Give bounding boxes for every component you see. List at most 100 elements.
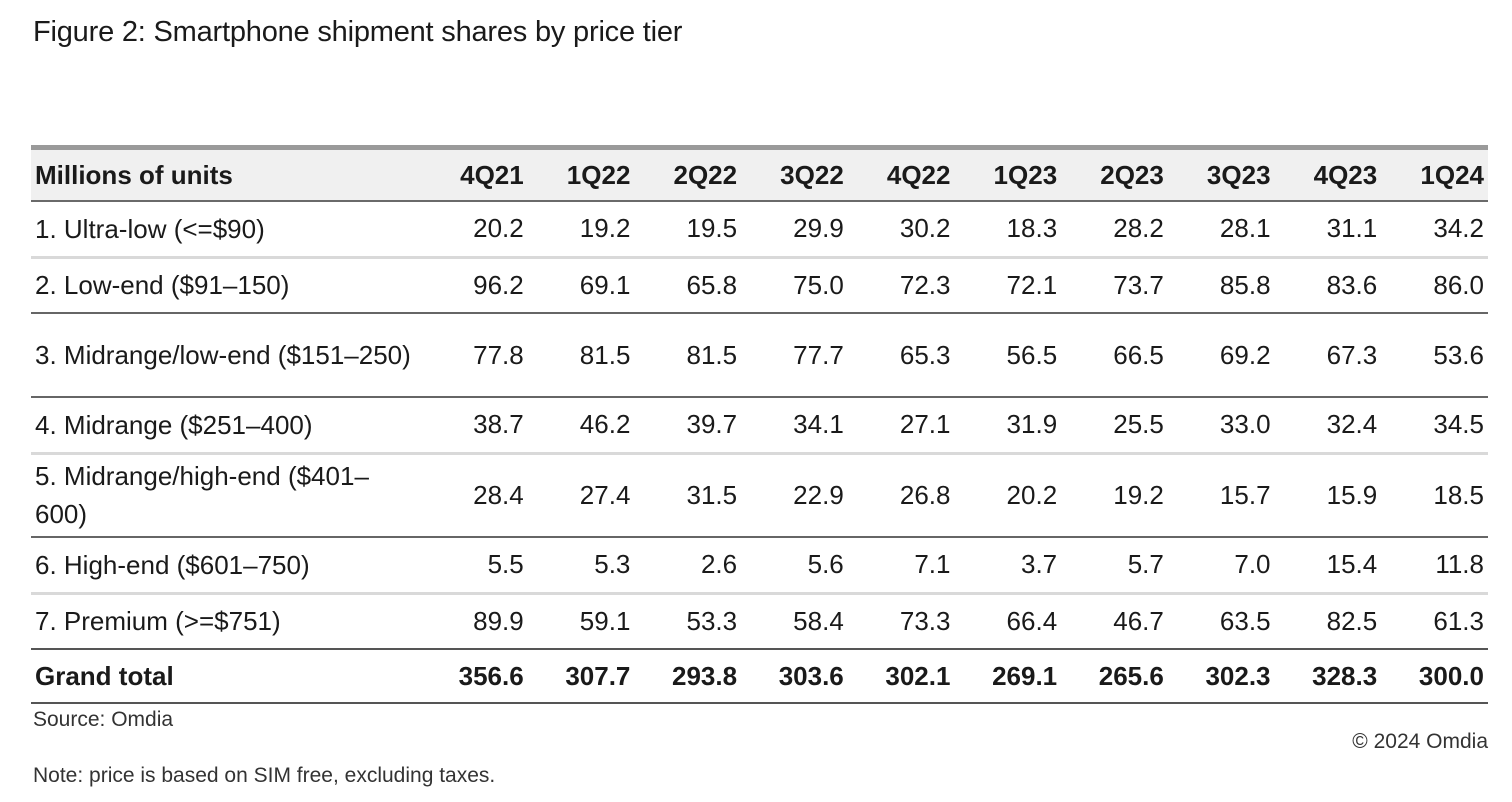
total-cell: 307.7 bbox=[565, 660, 631, 691]
total-cell: 293.8 bbox=[672, 660, 738, 691]
table-cell: 66.5 bbox=[1113, 339, 1164, 370]
column-header: 1Q22 bbox=[566, 159, 631, 190]
table-cell: 65.3 bbox=[899, 339, 951, 370]
table-cell: 19.2 bbox=[579, 213, 631, 244]
table-cell: 34.5 bbox=[1433, 409, 1484, 440]
table-cell: 72.3 bbox=[899, 269, 951, 300]
total-cell: 303.6 bbox=[778, 660, 844, 691]
row-label: 1. Ultra-low (<=$90) bbox=[35, 213, 265, 244]
column-header: 3Q23 bbox=[1206, 159, 1271, 190]
table-cell: 73.7 bbox=[1113, 269, 1164, 300]
table-cell: 33.0 bbox=[1219, 409, 1271, 440]
price-note: Note: price is based on SIM free, exclud… bbox=[33, 764, 496, 787]
table-cell: 81.5 bbox=[686, 339, 738, 370]
table-cell: 20.2 bbox=[1006, 479, 1058, 510]
table-cell: 5.7 bbox=[1127, 549, 1164, 580]
header-label: Millions of units bbox=[35, 159, 233, 190]
table-cell: 34.2 bbox=[1433, 213, 1484, 244]
column-header: 1Q24 bbox=[1420, 159, 1484, 190]
table-cell: 39.7 bbox=[686, 409, 738, 440]
total-label: Grand total bbox=[35, 661, 174, 691]
table-cell: 15.7 bbox=[1219, 479, 1271, 510]
column-header: 4Q21 bbox=[460, 159, 524, 190]
table-cell: 31.1 bbox=[1326, 213, 1378, 244]
column-header: 3Q22 bbox=[780, 159, 844, 190]
table-cell: 46.7 bbox=[1113, 605, 1164, 636]
column-header: 4Q23 bbox=[1313, 159, 1378, 190]
table-row: 3. Midrange/low-end ($151–250) 77.8 81.5 81… bbox=[31, 313, 1488, 397]
table-row: 4. Midrange ($251–400) 38.7 46.2 39.7 34.1 27… bbox=[31, 397, 1488, 453]
table-cell: 28.1 bbox=[1219, 213, 1271, 244]
table-cell: 5.5 bbox=[487, 549, 524, 580]
total-cell: 265.6 bbox=[1098, 660, 1164, 691]
table-cell: 26.8 bbox=[899, 479, 951, 510]
row-label: 3. Midrange/low-end ($151–250) bbox=[35, 340, 411, 370]
table-cell: 19.2 bbox=[1113, 479, 1164, 510]
grand-total-row: Grand total 356.6 307.7 293.8 303.6 302.1 269.… bbox=[31, 649, 1488, 703]
total-cell: 302.1 bbox=[885, 660, 951, 691]
table-cell: 65.8 bbox=[686, 269, 738, 300]
table-body: 1. Ultra-low (<=$90) 20.2 19.2 19.5 29.9 30.2… bbox=[31, 201, 1488, 703]
table-cell: 29.9 bbox=[793, 213, 844, 244]
total-cell: 300.0 bbox=[1418, 660, 1484, 691]
table-cell: 59.1 bbox=[579, 605, 631, 636]
table-cell: 81.5 bbox=[579, 339, 631, 370]
table-cell: 25.5 bbox=[1113, 409, 1164, 440]
table-cell: 27.1 bbox=[899, 409, 951, 440]
table-cell: 46.2 bbox=[579, 409, 631, 440]
table-row: 2. Low-end ($91–150) 96.2 69.1 65.8 75.0 72.3… bbox=[31, 257, 1488, 313]
table-cell: 85.8 bbox=[1219, 269, 1271, 300]
table-cell: 77.7 bbox=[793, 339, 844, 370]
table-cell: 27.4 bbox=[579, 479, 631, 510]
table-cell: 58.4 bbox=[793, 605, 844, 636]
row-label: 6. High-end ($601–750) bbox=[35, 549, 310, 580]
table-cell: 34.1 bbox=[793, 409, 844, 440]
table-cell: 66.4 bbox=[1006, 605, 1058, 636]
table-cell: 56.5 bbox=[1006, 339, 1058, 370]
row-label: 4. Midrange ($251–400) bbox=[35, 409, 313, 440]
table-cell: 18.5 bbox=[1433, 479, 1484, 510]
table-row: 5. Midrange/high-end ($401–600) 28.4 27.4 3… bbox=[31, 453, 1488, 537]
column-header: 1Q23 bbox=[993, 159, 1058, 190]
column-header: 2Q23 bbox=[1100, 159, 1164, 190]
table-row: 7. Premium (>=$751) 89.9 59.1 53.3 58.4 73.3 6… bbox=[31, 593, 1488, 649]
table-cell: 83.6 bbox=[1326, 269, 1378, 300]
table-cell: 73.3 bbox=[899, 605, 951, 636]
row-label: 7. Premium (>=$751) bbox=[35, 606, 281, 637]
table-cell: 18.3 bbox=[1006, 213, 1058, 244]
table-cell: 69.1 bbox=[579, 269, 631, 300]
figure-title: Figure 2: Smartphone shipment shares by … bbox=[33, 16, 683, 48]
table-cell: 30.2 bbox=[899, 213, 951, 244]
table-cell: 53.6 bbox=[1433, 339, 1484, 370]
table-cell: 7.0 bbox=[1234, 549, 1271, 580]
table-cell: 53.3 bbox=[686, 605, 738, 636]
row-label: 2. Low-end ($91–150) bbox=[35, 270, 290, 301]
shipment-table: Millions of units 4Q21 1Q22 2Q22 3Q22 4Q22 1Q… bbox=[31, 145, 1488, 704]
table-cell: 28.4 bbox=[473, 479, 524, 510]
table-cell: 75.0 bbox=[793, 269, 844, 300]
table-cell: 7.1 bbox=[914, 549, 951, 580]
table-cell: 77.8 bbox=[473, 339, 524, 370]
table-cell: 96.2 bbox=[473, 269, 524, 300]
table-cell: 63.5 bbox=[1219, 605, 1271, 636]
table-header-row: Millions of units 4Q21 1Q22 2Q22 3Q22 4Q22 1Q… bbox=[31, 147, 1488, 201]
column-header: 4Q22 bbox=[886, 159, 951, 190]
total-cell: 269.1 bbox=[992, 660, 1058, 691]
table-cell: 5.6 bbox=[807, 549, 844, 580]
table-cell: 20.2 bbox=[473, 213, 524, 244]
table-cell: 2.6 bbox=[700, 549, 738, 580]
total-cell: 302.3 bbox=[1205, 660, 1271, 691]
table-cell: 22.9 bbox=[793, 479, 844, 510]
column-header: 2Q22 bbox=[673, 159, 738, 190]
table-cell: 31.5 bbox=[686, 479, 738, 510]
row-label: 5. Midrange/high-end ($401–600) bbox=[35, 461, 369, 530]
table-cell: 72.1 bbox=[1006, 269, 1058, 300]
table-cell: 15.9 bbox=[1326, 479, 1378, 510]
source-note: Source: Omdia bbox=[33, 708, 174, 731]
table-cell: 32.4 bbox=[1326, 409, 1378, 440]
table-cell: 5.3 bbox=[594, 549, 631, 580]
table-cell: 3.7 bbox=[1021, 549, 1058, 580]
table-cell: 28.2 bbox=[1113, 213, 1164, 244]
table-cell: 61.3 bbox=[1433, 605, 1484, 636]
table-cell: 89.9 bbox=[473, 605, 524, 636]
